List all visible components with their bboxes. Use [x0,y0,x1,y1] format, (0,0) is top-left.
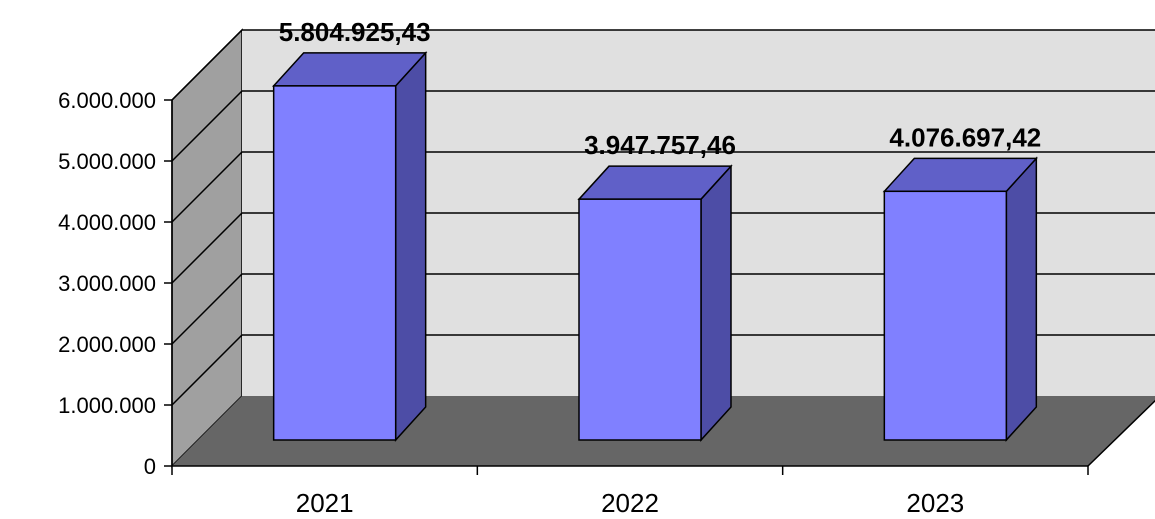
y-tick-label: 1.000.000 [58,393,156,418]
x-tick-label: 2022 [601,488,659,518]
gridline-1 [171,334,1155,406]
gridlines [171,29,1155,406]
y-tick-label: 5.000.000 [58,149,156,174]
gridline-4 [171,151,1155,223]
y-tick-label: 0 [144,454,156,479]
x-tick-label: 2023 [906,488,964,518]
gridline-6 [171,29,1155,101]
gridline-2 [171,273,1155,345]
labels: 0 1.000.000 2.000.000 3.000.000 4.000.000 5.0… [58,17,1041,518]
bar-front [272,85,397,441]
bar-front [578,198,702,441]
y-tick-label: 4.000.000 [58,210,156,235]
bar [271,50,428,442]
bar-front [883,190,1008,441]
bar-side [700,164,732,442]
data-label: 3.947.757,46 [584,130,736,160]
axes [164,99,1155,475]
bar [882,156,1039,442]
y-tick-label: 6.000.000 [58,88,156,113]
bar-side [1005,156,1038,442]
data-label: 5.804.925,43 [279,17,431,47]
gridline-5 [171,90,1155,162]
y-tick-label: 3.000.000 [58,271,156,296]
bar-side [394,50,427,442]
data-label: 4.076.697,42 [889,122,1041,152]
x-tick-label: 2021 [296,488,354,518]
bar [577,164,733,442]
bars [271,50,1039,442]
y-tick-label: 2.000.000 [58,332,156,357]
floor-edge-line [1087,399,1155,467]
gridline-3 [171,212,1155,284]
